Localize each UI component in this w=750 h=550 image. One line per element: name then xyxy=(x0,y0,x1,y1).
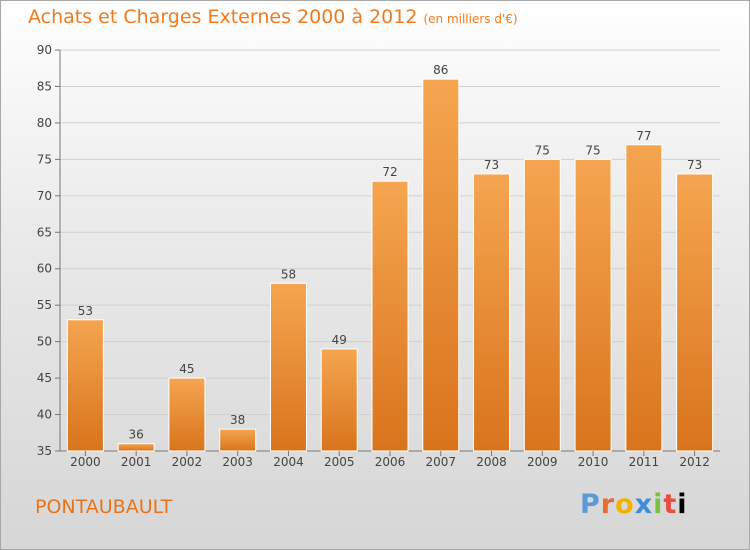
bar-value-label: 77 xyxy=(636,129,651,143)
x-tick-label: 2006 xyxy=(375,455,406,469)
y-tick-label: 85 xyxy=(37,79,52,93)
y-tick-label: 90 xyxy=(37,43,52,57)
bar-value-label: 53 xyxy=(78,304,93,318)
y-tick-label: 65 xyxy=(37,225,52,239)
bar xyxy=(523,158,561,452)
bar xyxy=(473,173,511,452)
bar-value-label: 86 xyxy=(433,63,448,77)
bar-value-label: 73 xyxy=(687,158,702,172)
x-tick-label: 2004 xyxy=(273,455,304,469)
y-tick-label: 45 xyxy=(37,371,52,385)
bar-value-label: 58 xyxy=(281,267,296,281)
x-tick-label: 2010 xyxy=(578,455,609,469)
bar xyxy=(676,173,714,452)
x-tick-label: 2007 xyxy=(425,455,456,469)
bar xyxy=(219,428,257,452)
bar xyxy=(117,443,155,452)
title-text: Achats et Charges Externes 2000 à 2012 xyxy=(28,6,418,28)
x-tick-label: 2001 xyxy=(121,455,152,469)
place-name: PONTAUBAULT xyxy=(35,496,173,518)
bar xyxy=(168,377,206,452)
bar-value-label: 75 xyxy=(535,143,550,157)
x-tick-label: 2005 xyxy=(324,455,355,469)
bar xyxy=(574,158,612,452)
x-tick-label: 2003 xyxy=(222,455,253,469)
bar-value-label: 38 xyxy=(230,413,245,427)
y-tick-label: 60 xyxy=(37,262,52,276)
proxiti-logo: Proxiti xyxy=(580,489,688,520)
y-tick-label: 55 xyxy=(37,298,52,312)
x-tick-label: 2011 xyxy=(629,455,660,469)
x-tick-label: 2008 xyxy=(476,455,507,469)
bar xyxy=(269,282,307,452)
unit-label: (en milliers d'€) xyxy=(423,12,518,26)
bar-value-label: 49 xyxy=(332,333,347,347)
bar xyxy=(422,78,460,452)
bar-value-label: 73 xyxy=(484,158,499,172)
x-tick-label: 2002 xyxy=(172,455,203,469)
bar-value-label: 45 xyxy=(179,362,194,376)
x-tick-label: 2012 xyxy=(679,455,710,469)
bar-value-label: 36 xyxy=(129,428,144,442)
bar-value-label: 75 xyxy=(585,143,600,157)
bar-value-label: 72 xyxy=(382,165,397,179)
y-tick-label: 50 xyxy=(37,335,52,349)
x-tick-label: 2009 xyxy=(527,455,558,469)
chart-title: Achats et Charges Externes 2000 à 2012 (e… xyxy=(28,6,518,28)
bar xyxy=(371,180,409,452)
x-tick-label: 2000 xyxy=(70,455,101,469)
bar xyxy=(625,144,663,452)
y-tick-label: 35 xyxy=(37,444,52,458)
y-tick-label: 75 xyxy=(37,152,52,166)
y-tick-label: 40 xyxy=(37,408,52,422)
bar xyxy=(66,319,104,452)
y-tick-label: 70 xyxy=(37,189,52,203)
y-tick-label: 80 xyxy=(37,116,52,130)
bar xyxy=(320,348,358,452)
